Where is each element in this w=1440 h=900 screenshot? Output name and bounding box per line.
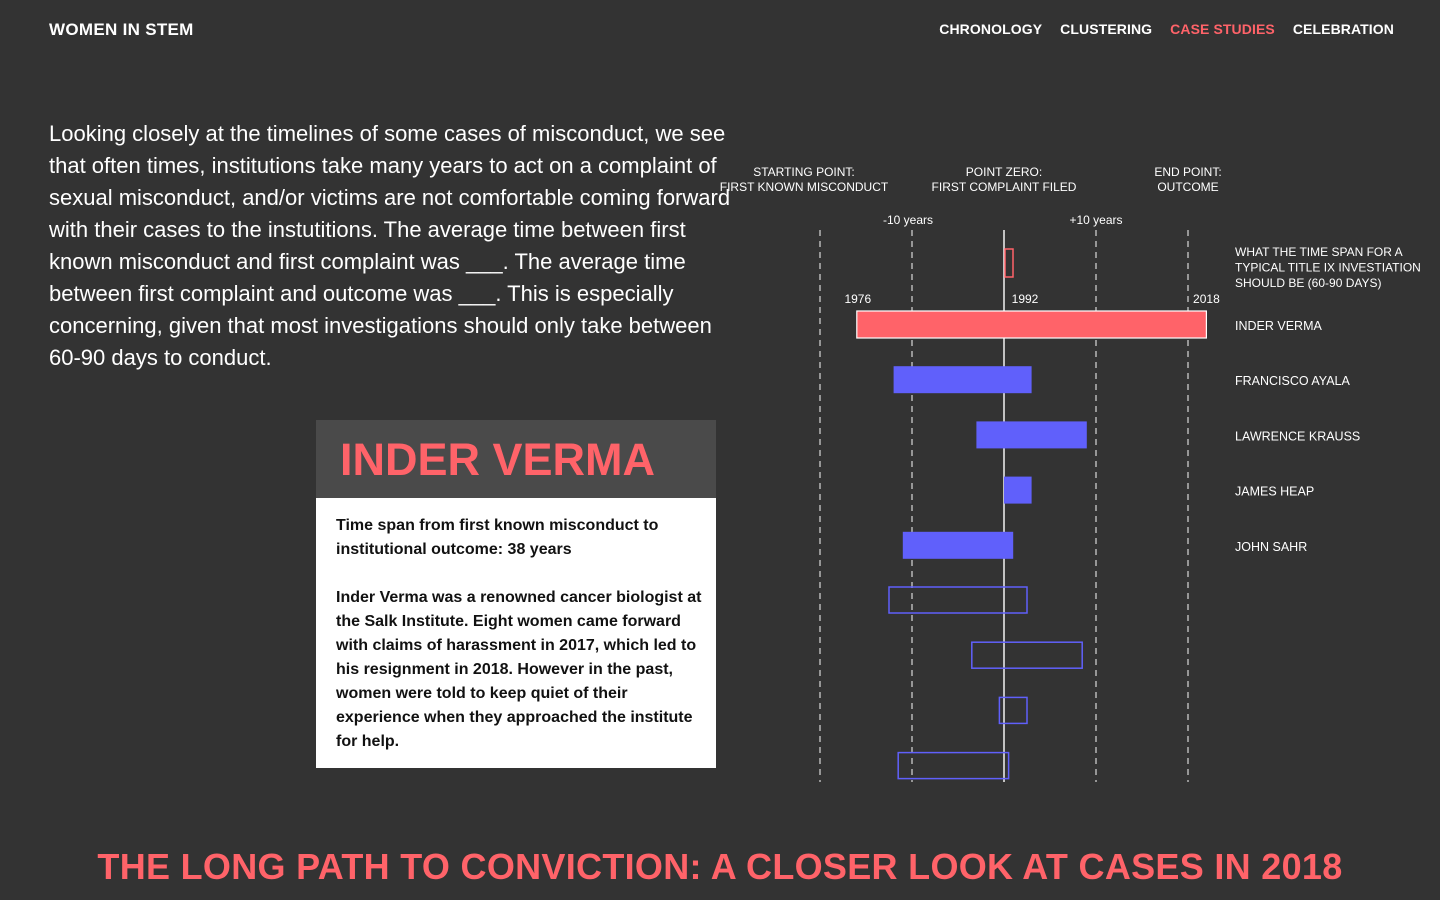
case-bar: [902, 531, 1014, 559]
case-label: LAWRENCE KRAUSS: [1235, 429, 1360, 443]
case-bar: [856, 310, 1208, 339]
case-card-title: INDER VERMA: [340, 434, 656, 485]
case-bar-outline: [888, 586, 1028, 614]
case-description: Inder Verma was a renowned cancer biolog…: [336, 589, 702, 750]
scale-label-plus-10: +10 years: [1069, 213, 1122, 227]
case-timeline-chart: STARTING POINT:FIRST KNOWN MISCONDUCT POI…: [720, 165, 1421, 782]
case-bar: [893, 366, 1032, 394]
case-label: JAMES HEAP: [1235, 485, 1314, 499]
nav-celebration[interactable]: CELEBRATION: [1292, 21, 1394, 37]
case-bar: [976, 421, 1087, 449]
year-label-start: 1976: [844, 292, 871, 306]
case-label: JOHN SAHR: [1235, 540, 1307, 554]
legend-label: WHAT THE TIME SPAN FOR A: [1235, 245, 1403, 259]
column-header-label: OUTCOME: [1157, 180, 1218, 194]
case-bar-outline: [971, 641, 1083, 669]
section-title: THE LONG PATH TO CONVICTION: A CLOSER LO…: [97, 846, 1343, 887]
year-label-end: 2018: [1193, 292, 1220, 306]
case-bar-outline: [897, 751, 1010, 780]
column-header-label: FIRST COMPLAINT FILED: [932, 180, 1077, 194]
nav-clustering[interactable]: CLUSTERING: [1060, 21, 1153, 37]
nav-case-studies[interactable]: CASE STUDIES: [1170, 21, 1275, 37]
case-label: INDER VERMA: [1235, 319, 1322, 333]
nav-chronology[interactable]: CHRONOLOGY: [939, 21, 1043, 37]
brand-title[interactable]: WOMEN IN STEM: [49, 20, 194, 39]
year-label-zero: 1992: [1012, 292, 1039, 306]
case-bar: [1004, 476, 1032, 504]
case-detail-card: INDER VERMA Time span from first known m…: [316, 420, 716, 768]
legend-label: TYPICAL TITLE IX INVESTIATION: [1235, 261, 1421, 275]
top-nav: CHRONOLOGY CLUSTERING CASE STUDIES CELEB…: [939, 21, 1394, 37]
typical-investigation-marker: [1004, 248, 1014, 278]
column-header-label: END POINT:: [1154, 165, 1221, 179]
case-card-body: Time span from first known misconduct to…: [316, 498, 716, 754]
legend-label: SHOULD BE (60-90 DAYS): [1235, 276, 1382, 290]
case-card-header: INDER VERMA: [316, 420, 716, 498]
column-header-label: STARTING POINT:: [753, 165, 855, 179]
column-header-label: FIRST KNOWN MISCONDUCT: [720, 180, 889, 194]
case-bar-outline: [998, 696, 1028, 725]
case-label: FRANCISCO AYALA: [1235, 374, 1351, 388]
column-header-label: POINT ZERO:: [966, 165, 1042, 179]
case-time-span: Time span from first known misconduct to…: [336, 517, 659, 558]
scale-label-minus-10: -10 years: [883, 213, 933, 227]
intro-paragraph: Looking closely at the timelines of some…: [49, 121, 731, 370]
